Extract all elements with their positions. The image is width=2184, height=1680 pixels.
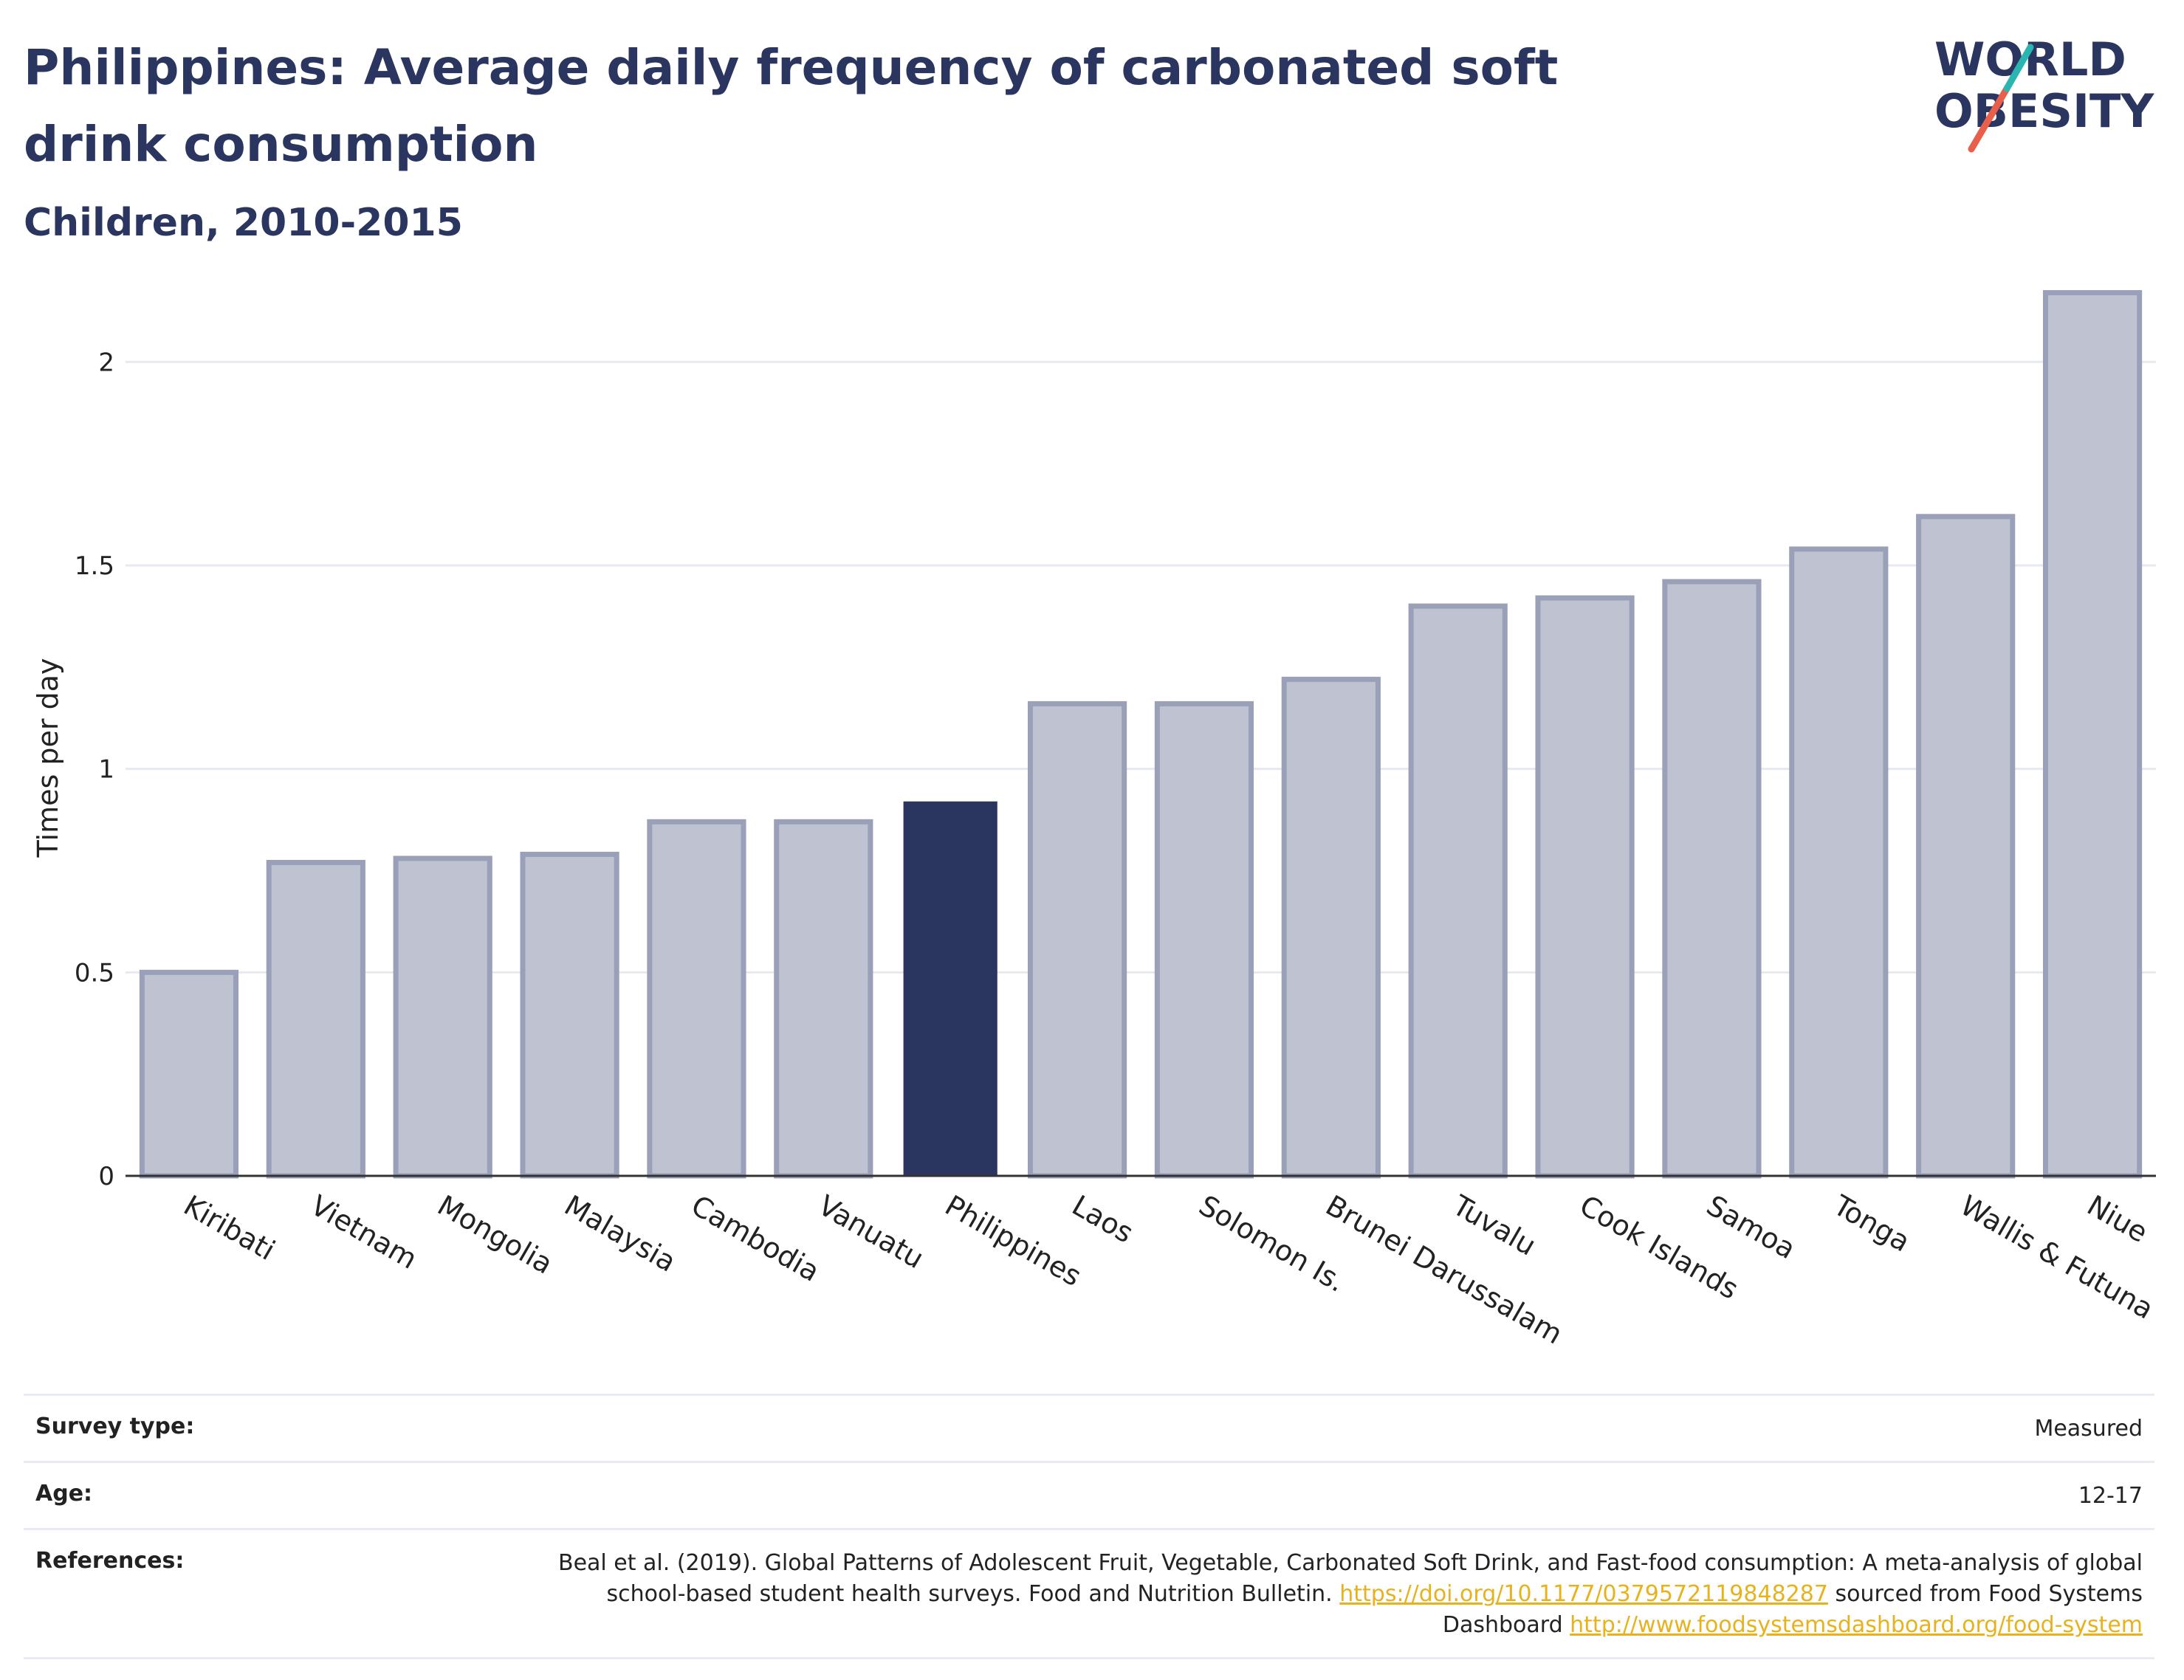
y-tick-label: 2	[98, 348, 114, 377]
info-row: Age: 12-17	[24, 1461, 2154, 1528]
bar	[1535, 595, 1635, 1179]
info-row: Survey type: Measured	[24, 1394, 2154, 1461]
x-tick-label: Philippines	[940, 1189, 1087, 1292]
bar	[1916, 514, 2016, 1179]
x-tick-label: Tuvalu	[1446, 1188, 1541, 1262]
info-value: Measured	[2034, 1416, 2143, 1442]
bar	[903, 801, 997, 1176]
bar	[520, 851, 619, 1179]
x-tick-label: Brunei Darussalam	[1320, 1189, 1567, 1351]
bar	[1281, 676, 1381, 1179]
world-obesity-logo-graphic: WORLD OBESITY	[1934, 32, 2154, 153]
x-tick-label: Samoa	[1701, 1189, 1801, 1266]
bar	[139, 969, 239, 1179]
info-value: 12-17	[2078, 1483, 2143, 1509]
x-tick-label: Mongolia	[432, 1189, 558, 1281]
x-tick-label: Cambodia	[686, 1189, 825, 1288]
bar	[1027, 700, 1127, 1179]
y-axis-title: Times per day	[32, 658, 64, 858]
x-tick-label: Niue	[2082, 1189, 2154, 1249]
bar	[774, 819, 873, 1179]
bar	[647, 819, 746, 1179]
bar	[266, 859, 365, 1179]
x-tick-label: Malaysia	[559, 1189, 681, 1278]
y-tick-label: 0	[98, 1162, 114, 1191]
y-tick-label: 0.5	[75, 958, 114, 988]
x-tick-label: Kiribati	[178, 1189, 281, 1267]
reference-text: Beal et al. (2019). Global Patterns of A…	[557, 1550, 2143, 1607]
y-tick-label: 1.5	[75, 551, 114, 581]
logo-line1: WORLD	[1934, 32, 2126, 86]
x-tick-label: Vanuatu	[813, 1189, 930, 1275]
logo-slash-bottom	[1968, 85, 2010, 153]
bar-chart: 0 0.5 1 1.5 2 Kiribati Vietnam Mongolia Malaysi…	[32, 290, 2159, 1351]
x-tick-label: Vietnam	[305, 1189, 422, 1276]
bar	[1789, 546, 1889, 1179]
info-label: Age:	[35, 1481, 93, 1507]
bar	[393, 856, 492, 1179]
chart-subtitle: Children, 2010-2015	[24, 201, 463, 245]
bar	[1662, 579, 1762, 1179]
info-row: References: Beal et al. (2019). Global Pa…	[24, 1528, 2154, 1659]
y-tick-label: 1	[98, 755, 114, 785]
reference-link[interactable]: http://www.foodsystemsdashboard.org/food…	[1570, 1612, 2143, 1638]
bar	[1154, 700, 1254, 1179]
axes: 0 0.5 1 1.5 2	[75, 348, 2156, 1191]
x-tick-label: Tonga	[1827, 1188, 1915, 1258]
bars	[139, 290, 2143, 1179]
info-label: References:	[35, 1548, 185, 1574]
x-tick-label: Laos	[1067, 1189, 1139, 1250]
chart-title: Philippines: Average daily frequency of …	[24, 39, 1559, 173]
logo-line2: OBESITY	[1934, 84, 2154, 138]
logo-slash-top	[2003, 44, 2034, 92]
category-labels: Kiribati Vietnam Mongolia Malaysia CambodiaV…	[178, 1188, 2159, 1351]
info-value: Beal et al. (2019). Global Patterns of A…	[518, 1548, 2143, 1641]
reference-text: sourced from Food Systems Dashboard	[1442, 1581, 2143, 1638]
bar	[1408, 603, 1508, 1179]
info-table: Survey type: Measured Age: 12-17 References:…	[24, 1394, 2154, 1659]
bar	[2042, 290, 2143, 1179]
info-label: Survey type:	[35, 1414, 195, 1439]
world-obesity-logo: WORLD OBESITY	[1920, 22, 2171, 155]
reference-link[interactable]: https://doi.org/10.1177/0379572119848287	[1339, 1581, 1828, 1607]
